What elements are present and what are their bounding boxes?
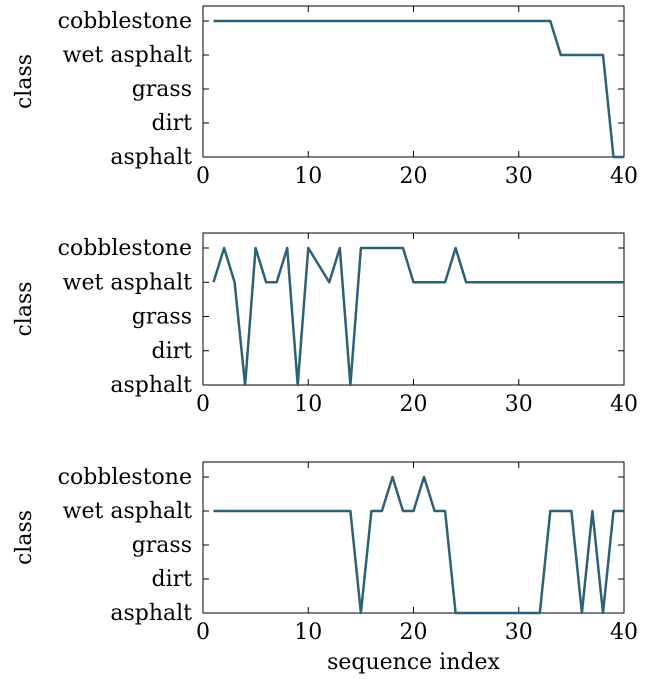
y-axis-title: class xyxy=(12,54,37,109)
y-tick-label: grass xyxy=(132,533,192,558)
y-tick-label: cobblestone xyxy=(58,236,192,261)
x-tick-label: 10 xyxy=(294,164,322,189)
x-tick-label: 0 xyxy=(196,164,210,189)
x-tick-label: 20 xyxy=(400,164,428,189)
y-tick-label: asphalt xyxy=(110,601,192,626)
series-line-1 xyxy=(212,246,624,387)
y-tick-label: cobblestone xyxy=(58,9,192,34)
y-tick-label: wet asphalt xyxy=(63,270,192,295)
series-line-1 xyxy=(213,475,624,615)
x-axis-title: sequence index xyxy=(327,650,500,675)
plot-frame xyxy=(202,461,625,614)
y-axis-title: class xyxy=(12,281,37,336)
x-tick-label: 10 xyxy=(294,620,322,645)
chart-panel-1: 0 10 20 30 40 asphalt dirt grass wet asphalt cobb… xyxy=(12,5,638,189)
x-tick-label: 40 xyxy=(610,392,638,417)
y-tick-label: dirt xyxy=(152,567,193,592)
x-tick-label: 30 xyxy=(505,620,533,645)
y-tick-label: grass xyxy=(132,77,192,102)
y-tick-label: asphalt xyxy=(110,145,192,170)
plot-frame xyxy=(202,232,625,386)
x-tick-label: 30 xyxy=(505,164,533,189)
y-tick-label: wet asphalt xyxy=(63,43,192,68)
chart-panel-3: 0 10 20 30 40 asphalt dirt grass wet asphalt cobb… xyxy=(12,461,638,675)
x-tick-label: 0 xyxy=(196,392,210,417)
x-tick-label: 10 xyxy=(294,392,322,417)
x-tick-label: 40 xyxy=(610,164,638,189)
x-tick-label: 30 xyxy=(505,392,533,417)
x-tick-label: 0 xyxy=(196,620,210,645)
y-tick-label: grass xyxy=(132,305,192,330)
y-tick-label: cobblestone xyxy=(58,465,192,490)
x-tick-label: 40 xyxy=(610,620,638,645)
y-tick-label: dirt xyxy=(152,111,193,136)
x-tick-label: 20 xyxy=(400,620,428,645)
plot-frame xyxy=(202,5,625,158)
y-tick-label: wet asphalt xyxy=(63,499,192,524)
chart-panel-2: 0 10 20 30 40 asphalt dirt grass wet asphalt cobb… xyxy=(12,232,638,417)
y-tick-label: asphalt xyxy=(110,373,192,398)
y-axis-title: class xyxy=(12,510,37,565)
y-tick-label: dirt xyxy=(152,339,193,364)
x-tick-label: 20 xyxy=(400,392,428,417)
series-line-1 xyxy=(213,19,624,159)
